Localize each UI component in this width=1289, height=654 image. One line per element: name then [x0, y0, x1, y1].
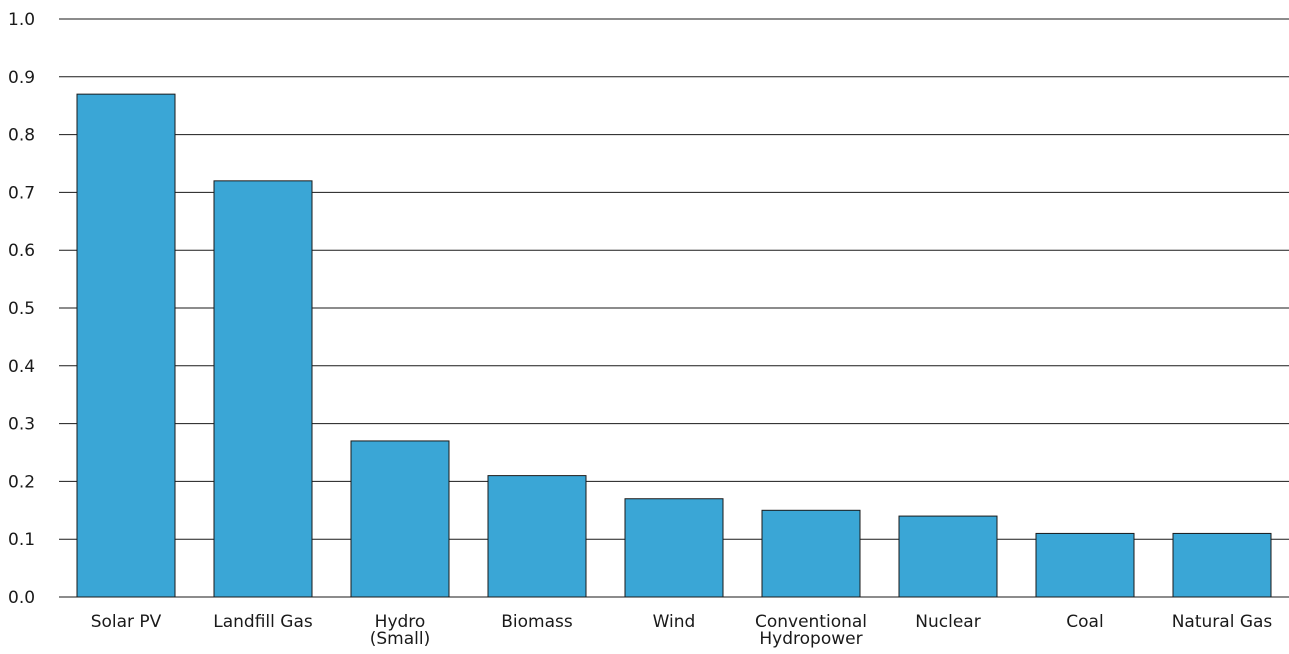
x-category-label: Natural Gas [1172, 612, 1273, 632]
x-axis-category-labels: Solar PV Landfill Gas Hydro (Small) Biomass W… [91, 612, 1273, 649]
bar [762, 510, 860, 597]
x-category-label-line: Wind [653, 612, 696, 632]
y-tick-label: 0.9 [8, 68, 35, 88]
bar [899, 516, 997, 597]
x-category-label: Nuclear [915, 612, 980, 632]
x-category-label: Hydro (Small) [370, 612, 430, 649]
y-tick-label: 0.5 [8, 299, 35, 319]
x-category-label-line: Nuclear [915, 612, 980, 632]
bar [1036, 533, 1134, 597]
x-category-label-line: Landfill Gas [213, 612, 313, 632]
x-category-label-line: (Small) [370, 629, 430, 649]
x-category-label: Conventional Hydropower [755, 612, 867, 649]
x-category-label-line: Solar PV [91, 612, 162, 632]
y-tick-label: 0.2 [8, 472, 35, 492]
bar [1173, 533, 1271, 597]
y-tick-label: 0.3 [8, 415, 35, 435]
y-tick-label: 0.7 [8, 183, 35, 203]
y-tick-label: 0.6 [8, 241, 35, 261]
x-category-label: Wind [653, 612, 696, 632]
x-category-label: Landfill Gas [213, 612, 313, 632]
x-category-label-line: Natural Gas [1172, 612, 1273, 632]
x-category-label-line: Hydropower [759, 629, 862, 649]
bars [77, 94, 1271, 597]
y-tick-label: 0.4 [8, 357, 35, 377]
y-tick-label: 1.0 [8, 10, 35, 30]
y-axis-tick-labels: 0.0 0.1 0.2 0.3 0.4 0.5 0.6 0.7 0.8 0.9 1.0 [8, 10, 35, 608]
y-tick-label: 0.1 [8, 530, 35, 550]
y-tick-label: 0.8 [8, 126, 35, 146]
x-category-label: Solar PV [91, 612, 162, 632]
bar [488, 476, 586, 597]
bar [77, 94, 175, 597]
y-tick-label: 0.0 [8, 588, 35, 608]
bar [214, 181, 312, 597]
x-category-label: Biomass [501, 612, 573, 632]
bar [351, 441, 449, 597]
x-category-label-line: Biomass [501, 612, 573, 632]
x-category-label: Coal [1066, 612, 1103, 632]
x-category-label-line: Coal [1066, 612, 1103, 632]
bar [625, 499, 723, 597]
